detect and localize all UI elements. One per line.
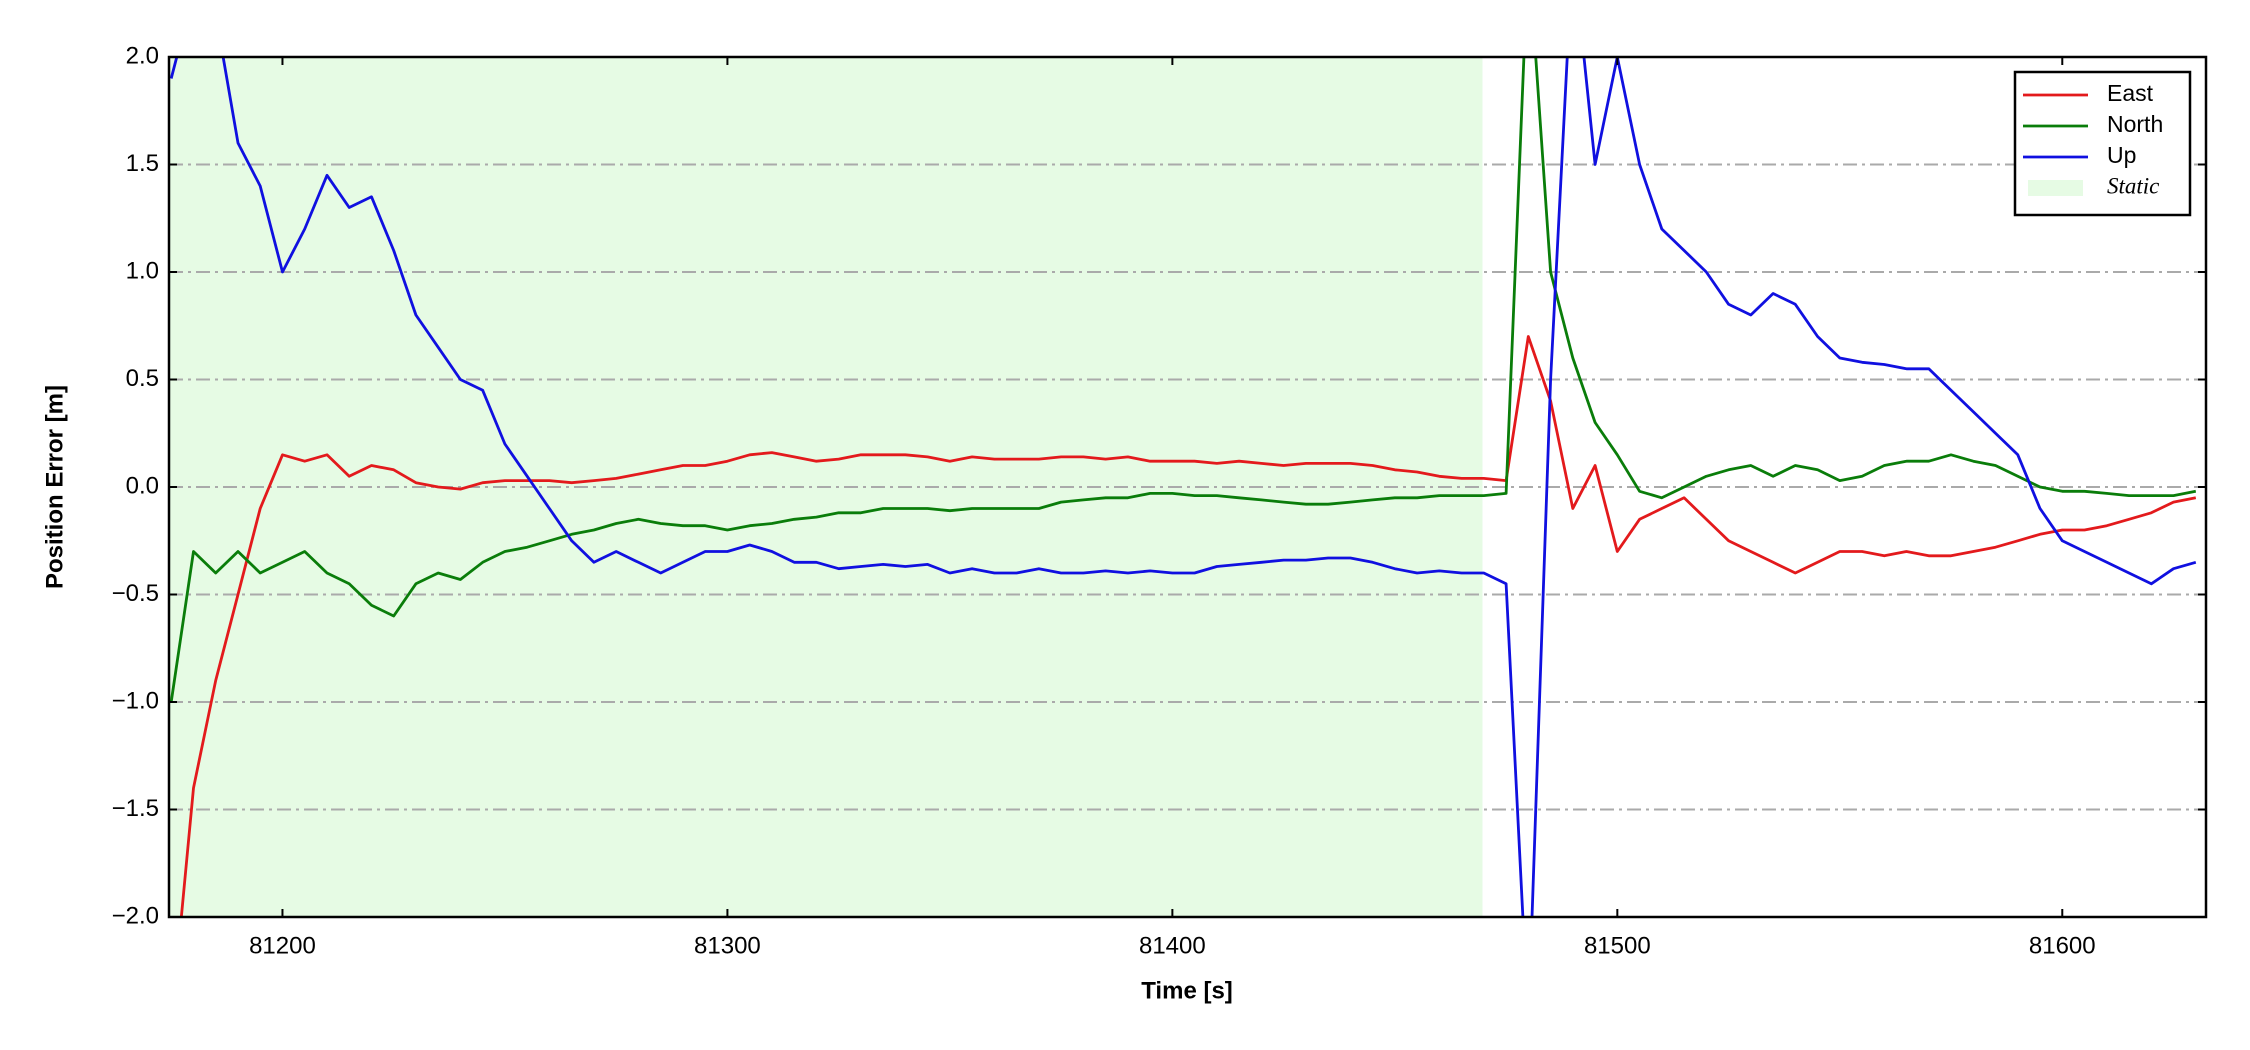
y-axis-label: Position Error [m] — [41, 385, 68, 589]
y-tick-label: −2.0 — [112, 902, 159, 929]
y-tick-label: 0.5 — [126, 365, 159, 392]
x-tick-label: 81400 — [1139, 932, 1206, 959]
series-line — [169, 57, 2197, 703]
x-tick-label: 81300 — [694, 932, 761, 959]
legend-label: Static — [2107, 173, 2159, 198]
series-line — [179, 335, 2197, 917]
y-tick-label: 2.0 — [126, 42, 159, 69]
legend-swatch — [2028, 180, 2083, 196]
x-tick-label: 81500 — [1584, 932, 1651, 959]
x-axis-label: Time [s] — [1141, 977, 1233, 1004]
x-tick-label: 81200 — [249, 932, 316, 959]
legend-label: East — [2107, 80, 2154, 106]
legend: East North Up Static — [2013, 70, 2192, 217]
legend-label: North — [2107, 111, 2163, 137]
plot-area — [169, 57, 2206, 917]
legend-label: Up — [2107, 142, 2136, 168]
series-line — [169, 57, 2197, 917]
y-tick-label: 0.0 — [126, 472, 159, 499]
y-tick-label: 1.0 — [126, 257, 159, 284]
y-tick-label: 1.5 — [126, 150, 159, 177]
y-tick-label: −1.0 — [112, 687, 159, 714]
y-tick-label: −0.5 — [112, 580, 159, 607]
x-tick-label: 81600 — [2029, 932, 2096, 959]
plot-frame — [167, 55, 2208, 919]
y-tick-label: −1.5 — [112, 795, 159, 822]
